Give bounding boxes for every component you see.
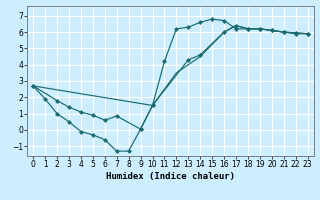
X-axis label: Humidex (Indice chaleur): Humidex (Indice chaleur) bbox=[106, 172, 235, 181]
